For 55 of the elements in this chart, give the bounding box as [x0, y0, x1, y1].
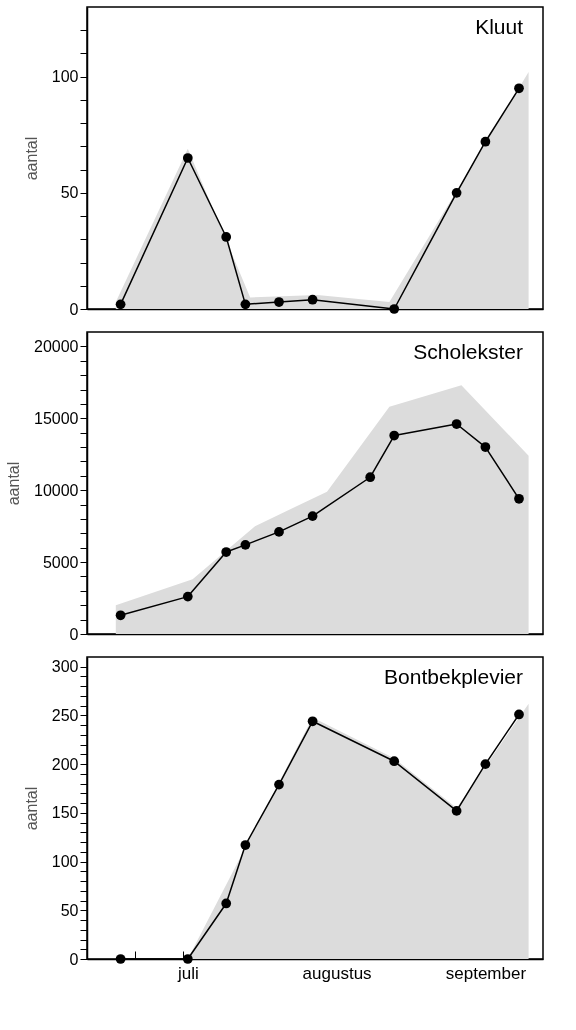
point — [221, 898, 232, 909]
point — [307, 716, 318, 727]
x-tick-label: augustus — [302, 963, 372, 983]
point — [240, 840, 251, 850]
point — [182, 153, 193, 163]
y-tick-label: 0 — [69, 625, 79, 643]
y-tick-label: 300 — [51, 658, 79, 676]
y-tick-label: 100 — [51, 853, 79, 871]
point — [451, 187, 462, 198]
y-axis-title: aantal — [22, 136, 40, 181]
y-tick-label: 250 — [51, 706, 79, 724]
point — [389, 756, 400, 767]
y-axis-title: aantal — [22, 786, 40, 831]
y-tick-label: 0 — [69, 950, 79, 968]
point — [480, 136, 491, 147]
point — [389, 430, 400, 441]
point — [514, 493, 524, 504]
y-tick-label: 50 — [60, 901, 79, 919]
y-tick-label: 20000 — [34, 337, 79, 355]
x-tick-label: juli — [176, 963, 199, 983]
point — [480, 442, 491, 452]
chart-title: Bontbekplevier — [384, 665, 523, 688]
chart-title: Kluut — [475, 15, 524, 38]
point — [274, 297, 284, 307]
point — [182, 591, 193, 602]
y-tick-label: 0 — [69, 300, 79, 318]
point — [514, 709, 524, 720]
point — [451, 419, 462, 429]
point — [307, 511, 318, 521]
point — [221, 232, 232, 242]
point — [221, 547, 232, 557]
point — [240, 299, 251, 310]
point — [182, 954, 193, 964]
y-tick-label: 100 — [51, 68, 79, 86]
point — [115, 299, 126, 310]
y-tick-label: 150 — [51, 804, 79, 822]
y-tick-label: 200 — [51, 755, 79, 773]
point — [451, 806, 462, 816]
point — [480, 759, 491, 770]
point — [274, 779, 284, 790]
chart-title: Scholekster — [413, 340, 523, 363]
x-tick-label: september — [445, 963, 527, 983]
point — [274, 527, 284, 537]
point — [514, 83, 524, 94]
y-tick-label: 15000 — [34, 409, 79, 427]
point — [240, 539, 251, 550]
y-tick-label: 50 — [60, 184, 79, 202]
y-tick-label: 5000 — [42, 553, 79, 571]
y-axis-title: aantal — [5, 461, 23, 506]
point — [115, 610, 126, 621]
point — [389, 304, 400, 314]
point — [365, 472, 376, 483]
point — [307, 294, 318, 305]
point — [115, 954, 126, 964]
y-tick-label: 10000 — [34, 481, 79, 499]
